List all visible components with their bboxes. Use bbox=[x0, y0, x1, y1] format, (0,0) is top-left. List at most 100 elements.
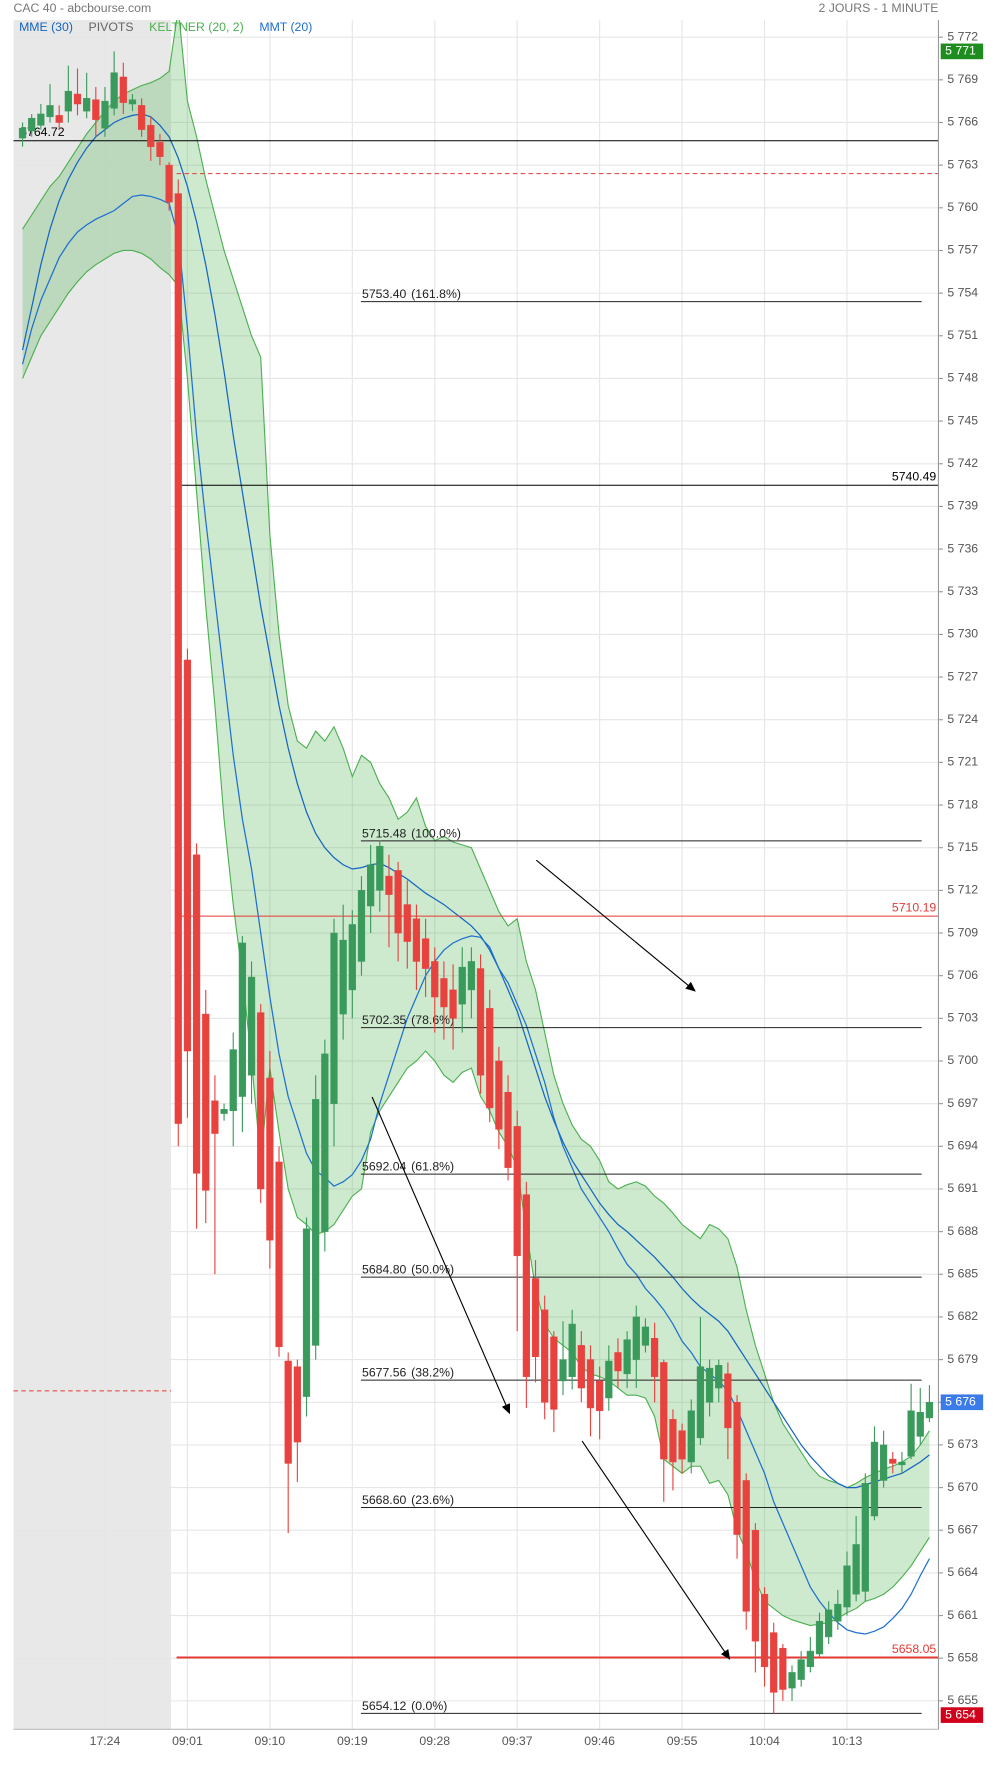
y-tick-label: 5 772 bbox=[947, 29, 978, 43]
candle-body bbox=[541, 1309, 549, 1403]
candle-body bbox=[421, 938, 430, 969]
candle-body bbox=[73, 93, 82, 105]
candle-body bbox=[312, 1099, 320, 1346]
candle-body bbox=[788, 1672, 796, 1689]
candle-body bbox=[28, 117, 36, 132]
moving-average bbox=[21, 113, 930, 1489]
y-tick-label: 5 727 bbox=[947, 669, 978, 683]
candle-body bbox=[687, 1410, 695, 1463]
pivot-label: 5710.19 bbox=[892, 901, 937, 915]
candle-body bbox=[834, 1603, 842, 1622]
chart-subtitle: 2 JOURS - 1 MINUTE bbox=[819, 1, 939, 15]
moving-average bbox=[21, 194, 930, 1635]
y-tick-label: 5 670 bbox=[947, 1480, 978, 1494]
candle-body bbox=[843, 1565, 851, 1608]
y-tick-label: 5 655 bbox=[947, 1693, 978, 1707]
candle-body bbox=[669, 1419, 677, 1463]
candle-body bbox=[449, 989, 457, 1019]
legend-entry: MMT (20) bbox=[259, 20, 312, 34]
candle-body bbox=[247, 976, 256, 1076]
arrow bbox=[535, 859, 696, 992]
candle-body bbox=[852, 1544, 860, 1595]
candle-body bbox=[238, 942, 247, 1097]
candle-body bbox=[458, 966, 466, 1005]
candle-body bbox=[596, 1380, 604, 1412]
legend-entry: MME (30) bbox=[19, 20, 73, 34]
fib-price-label: 5715.48 bbox=[362, 826, 407, 840]
keltner-lower bbox=[22, 249, 930, 1627]
candle-body bbox=[137, 105, 146, 130]
candle-body bbox=[825, 1609, 833, 1638]
price-tag-label: 5 771 bbox=[945, 44, 976, 58]
candle-body bbox=[101, 100, 109, 129]
fib-price-label: 5692.04 bbox=[362, 1160, 407, 1174]
candle-body bbox=[733, 1401, 741, 1535]
y-tick-label: 5 682 bbox=[947, 1309, 978, 1323]
price-tag bbox=[940, 43, 984, 60]
candle-body bbox=[770, 1632, 778, 1693]
candle-body bbox=[504, 1091, 512, 1168]
candle-body bbox=[779, 1647, 787, 1690]
y-tick-label: 5 673 bbox=[947, 1437, 978, 1451]
fib-price-label: 5684.80 bbox=[362, 1263, 407, 1277]
candle-body bbox=[568, 1323, 576, 1377]
candle-body bbox=[623, 1339, 631, 1375]
fib-ratio-label: (161.8%) bbox=[411, 287, 461, 301]
x-tick-label: 09:01 bbox=[172, 1734, 203, 1748]
x-tick-label: 09:28 bbox=[419, 1734, 450, 1748]
y-tick-label: 5 733 bbox=[947, 584, 978, 598]
y-tick-label: 5 706 bbox=[947, 968, 978, 982]
y-tick-label: 5 760 bbox=[947, 200, 978, 214]
fib-ratio-label: (38.2%) bbox=[411, 1366, 454, 1380]
y-tick-label: 5 691 bbox=[947, 1181, 978, 1195]
x-tick-label: 10:04 bbox=[749, 1734, 780, 1748]
candle-body bbox=[696, 1366, 705, 1439]
y-tick-label: 5 712 bbox=[947, 883, 978, 897]
candle-body bbox=[751, 1529, 760, 1642]
keltner-upper bbox=[22, 20, 930, 1489]
candle-body bbox=[293, 1366, 301, 1443]
candle-body bbox=[550, 1336, 558, 1410]
fib-price-label: 5702.35 bbox=[362, 1013, 407, 1027]
y-tick-label: 5 697 bbox=[947, 1096, 978, 1110]
price-tag-label: 5 676 bbox=[945, 1395, 976, 1409]
candle-body bbox=[83, 98, 91, 112]
candle-body bbox=[192, 854, 201, 1174]
x-tick-label: 09:37 bbox=[502, 1734, 533, 1748]
candle-body bbox=[385, 875, 393, 895]
y-tick-label: 5 766 bbox=[947, 115, 978, 129]
candle-body bbox=[367, 864, 375, 907]
y-tick-label: 5 661 bbox=[947, 1608, 978, 1622]
candle-body bbox=[861, 1483, 869, 1592]
fib-ratio-label: (100.0%) bbox=[411, 826, 461, 840]
candle-body bbox=[165, 164, 173, 203]
candle-body bbox=[92, 99, 100, 120]
candle-body bbox=[394, 870, 402, 934]
fib-price-label: 5654.12 bbox=[362, 1699, 407, 1713]
candle-body bbox=[907, 1410, 915, 1457]
candle-body bbox=[211, 1100, 219, 1134]
fib-ratio-label: (23.6%) bbox=[411, 1493, 454, 1507]
y-tick-label: 5 757 bbox=[947, 243, 978, 257]
candle-body bbox=[806, 1650, 814, 1668]
pivot-label: 5658.05 bbox=[892, 1642, 937, 1656]
y-tick-label: 5 742 bbox=[947, 456, 978, 470]
candle-body bbox=[156, 142, 164, 157]
price-tag bbox=[940, 1394, 984, 1411]
y-tick-label: 5 739 bbox=[947, 499, 978, 513]
trend-arrows bbox=[371, 859, 731, 1660]
candle-body bbox=[275, 1161, 283, 1348]
y-tick-label: 5 685 bbox=[947, 1267, 978, 1281]
candle-body bbox=[128, 99, 137, 105]
candle-body bbox=[229, 1049, 237, 1112]
candle-body bbox=[202, 1013, 210, 1191]
candle-body bbox=[586, 1359, 595, 1409]
x-tick-label: 10:13 bbox=[832, 1734, 863, 1748]
candle-body bbox=[916, 1411, 924, 1437]
candle-body bbox=[760, 1593, 769, 1668]
candle-body bbox=[898, 1461, 906, 1466]
candle-body bbox=[486, 1008, 494, 1109]
fib-ratio-label: (61.8%) bbox=[411, 1160, 454, 1174]
